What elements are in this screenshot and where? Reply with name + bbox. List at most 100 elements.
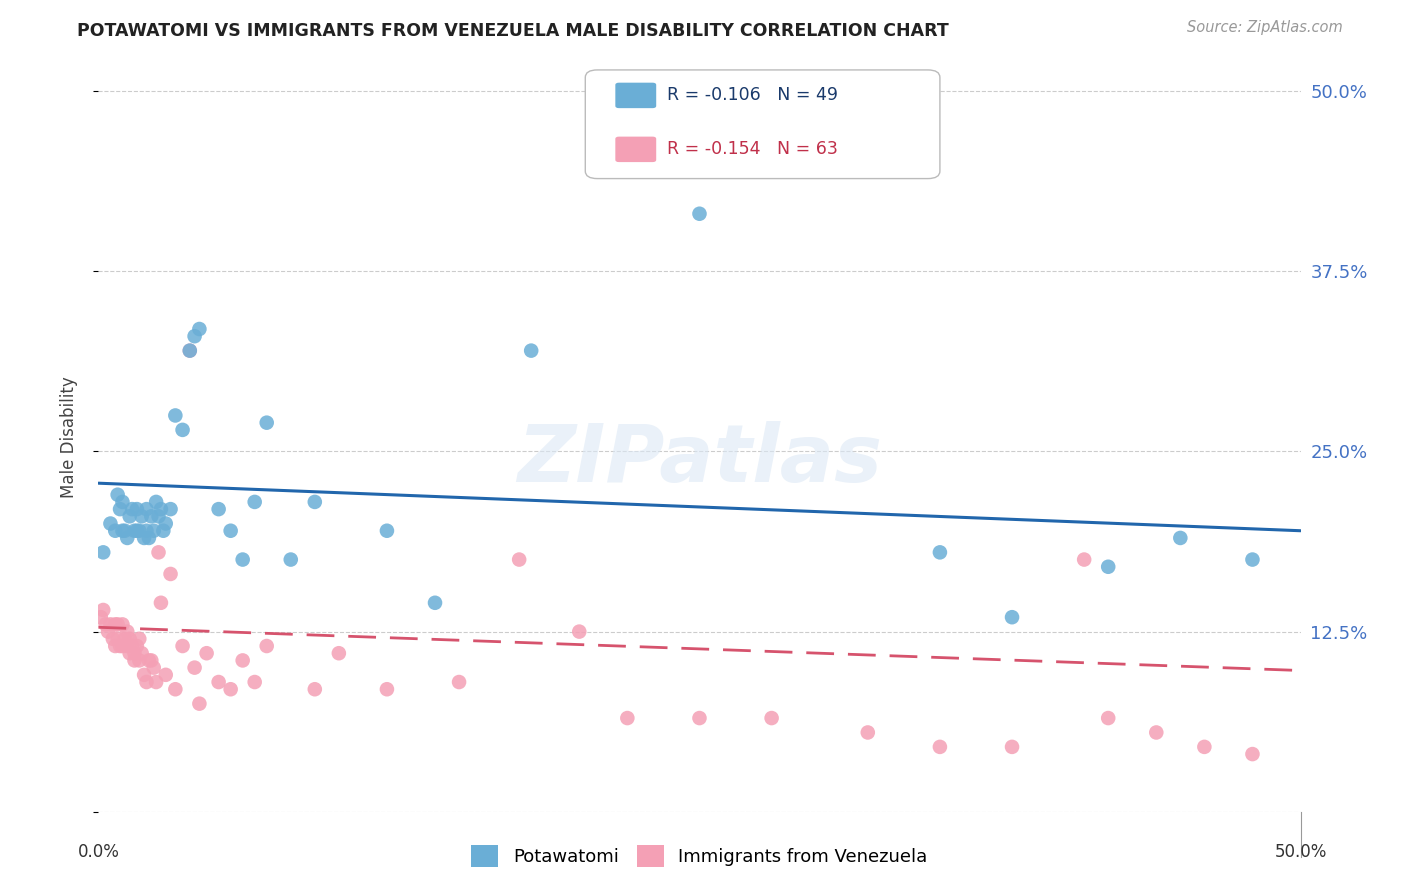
Text: Source: ZipAtlas.com: Source: ZipAtlas.com (1187, 20, 1343, 35)
Text: R = -0.154   N = 63: R = -0.154 N = 63 (666, 140, 838, 159)
Point (124, 524, 146, 538)
Point (108, 639, 131, 653)
FancyBboxPatch shape (616, 83, 657, 108)
Point (121, 502, 143, 516)
Point (104, 524, 127, 538)
Point (107, 632, 129, 646)
Point (232, 653, 254, 667)
Point (132, 668, 155, 682)
FancyBboxPatch shape (585, 70, 939, 178)
Point (138, 531, 160, 545)
Point (142, 660, 165, 674)
Point (1241, 747, 1264, 761)
Point (118, 646, 141, 660)
Point (256, 416, 278, 430)
Point (1170, 531, 1192, 545)
Point (101, 632, 124, 646)
Point (1073, 552, 1095, 566)
Point (447, 675, 470, 690)
Point (107, 488, 129, 502)
Point (104, 639, 127, 653)
Point (145, 495, 167, 509)
Point (243, 495, 266, 509)
Point (114, 632, 136, 646)
Point (100, 617, 122, 632)
Point (375, 682, 398, 697)
Point (128, 524, 150, 538)
Point (188, 322, 211, 336)
Point (117, 639, 139, 653)
Y-axis label: Male Disability: Male Disability (59, 376, 77, 498)
Point (104, 617, 127, 632)
Point (280, 552, 302, 566)
Point (219, 682, 242, 697)
Point (141, 653, 163, 667)
Point (91, 545, 114, 559)
Point (928, 545, 950, 559)
Point (108, 502, 131, 516)
Point (183, 660, 205, 674)
Point (107, 617, 129, 632)
Point (90, 610, 112, 624)
Point (155, 516, 177, 531)
Text: R = -0.106   N = 49: R = -0.106 N = 49 (666, 87, 838, 104)
Point (128, 632, 150, 646)
Point (111, 495, 134, 509)
Point (142, 524, 165, 538)
Point (568, 624, 591, 639)
Point (149, 596, 172, 610)
Text: 50.0%: 50.0% (1274, 843, 1327, 861)
Point (141, 509, 163, 524)
Point (145, 675, 167, 690)
Point (94, 617, 117, 632)
Point (124, 646, 146, 660)
Text: POTAWATOMI VS IMMIGRANTS FROM VENEZUELA MALE DISABILITY CORRELATION CHART: POTAWATOMI VS IMMIGRANTS FROM VENEZUELA … (77, 22, 949, 40)
Point (172, 639, 194, 653)
Point (117, 531, 139, 545)
Point (135, 502, 157, 516)
Point (508, 552, 530, 566)
Point (159, 502, 181, 516)
Point (149, 502, 172, 516)
Point (128, 653, 150, 667)
Point (152, 524, 174, 538)
Point (165, 682, 187, 697)
Point (856, 725, 879, 739)
Point (97, 624, 120, 639)
Point (135, 675, 157, 690)
Point (148, 545, 170, 559)
Point (689, 207, 711, 221)
Point (928, 739, 950, 754)
Point (132, 531, 155, 545)
Point (131, 646, 153, 660)
Text: ZIPatlas: ZIPatlas (517, 420, 882, 499)
Point (111, 617, 134, 632)
Point (243, 675, 266, 690)
Point (616, 711, 638, 725)
FancyBboxPatch shape (616, 136, 657, 162)
Point (118, 632, 141, 646)
Point (125, 639, 148, 653)
Point (124, 653, 146, 667)
Point (328, 646, 350, 660)
Point (304, 682, 326, 697)
Point (155, 668, 177, 682)
Point (1001, 610, 1024, 624)
Point (1194, 739, 1216, 754)
Point (1001, 739, 1024, 754)
Point (118, 509, 141, 524)
Point (1144, 725, 1167, 739)
Point (520, 343, 543, 358)
Point (179, 343, 201, 358)
Point (179, 343, 201, 358)
Point (208, 502, 231, 516)
Point (138, 653, 160, 667)
Point (375, 524, 398, 538)
Point (232, 552, 254, 566)
Point (135, 524, 157, 538)
Point (121, 639, 143, 653)
Point (91, 603, 114, 617)
Point (125, 502, 148, 516)
Legend: Potawatomi, Immigrants from Venezuela: Potawatomi, Immigrants from Venezuela (464, 838, 935, 874)
Point (208, 675, 231, 690)
